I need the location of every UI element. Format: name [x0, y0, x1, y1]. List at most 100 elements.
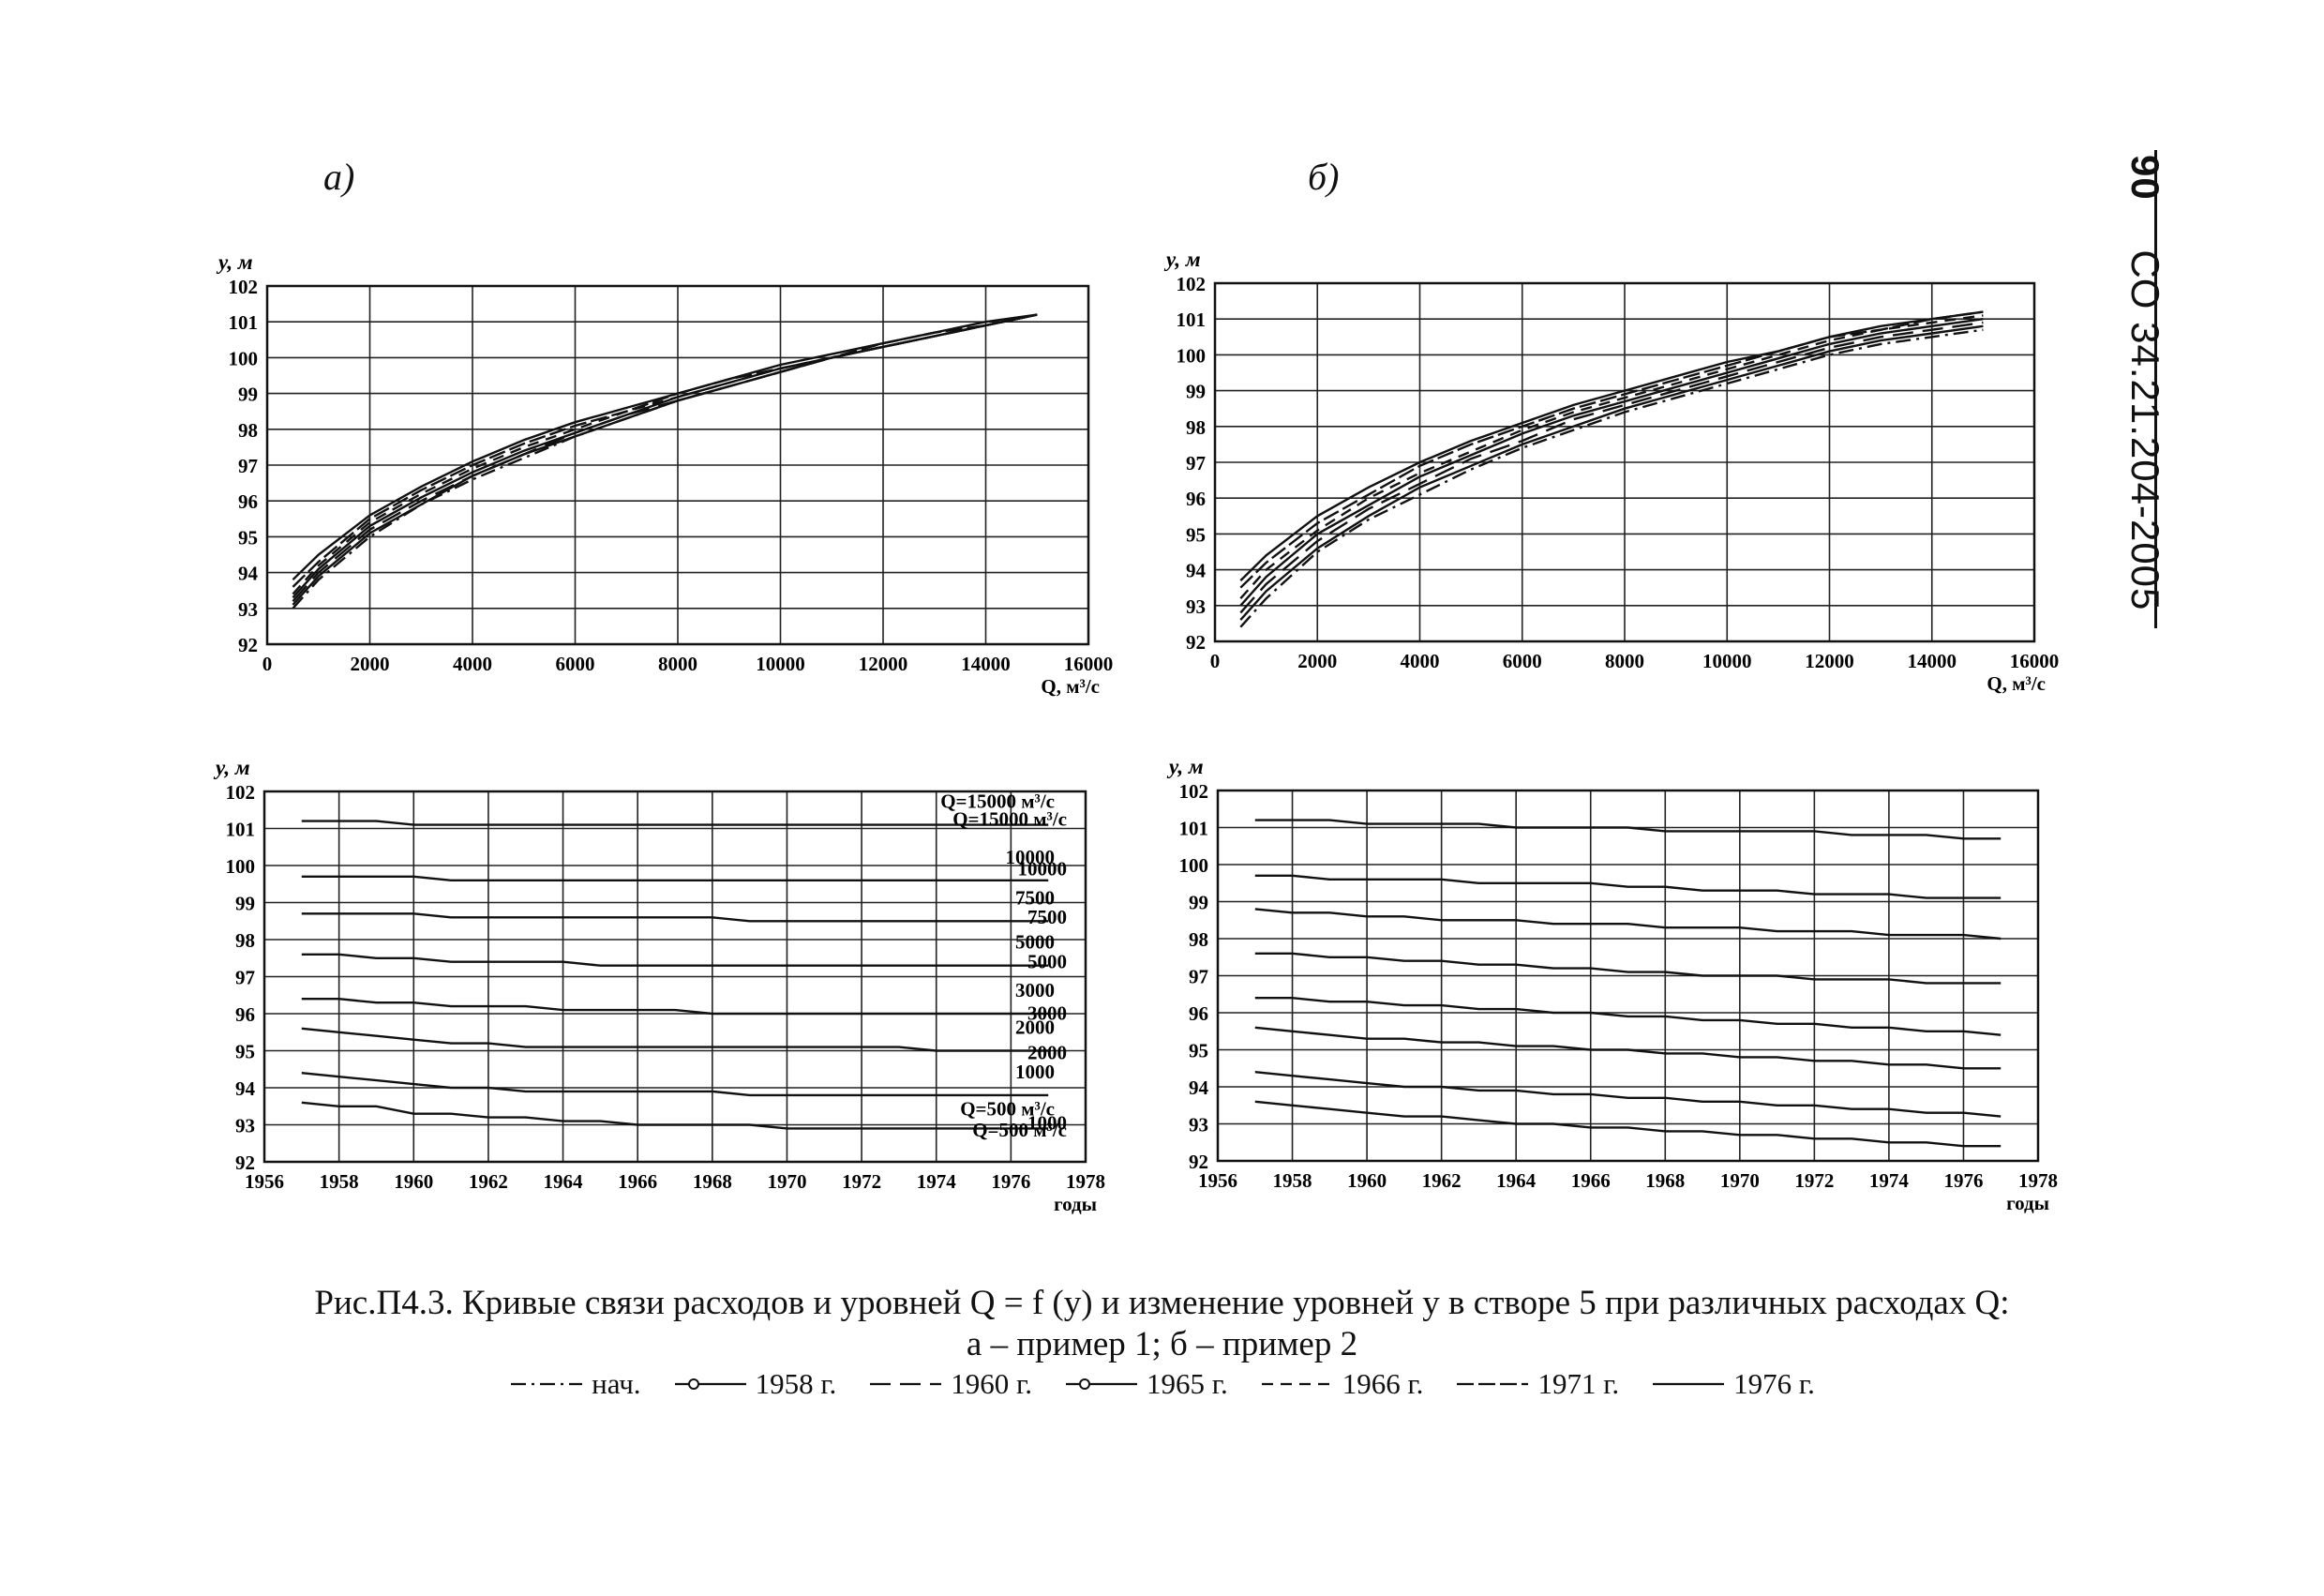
series-label: 2000 [1015, 1016, 1055, 1039]
panel-a-label: а) [323, 156, 355, 198]
series-line [301, 1027, 1049, 1052]
x-tick-label: 1970 [1720, 1169, 1760, 1192]
plot-frame [1213, 281, 2036, 643]
x-tick-label: 1964 [544, 1170, 584, 1193]
y-axis-label: y, м [216, 250, 253, 274]
series-label: Q=500 м³/с [972, 1119, 1067, 1141]
legend-label: 1958 г. [755, 1367, 837, 1400]
y-tick-label: 95 [238, 526, 258, 549]
x-tick-label: 1956 [1198, 1169, 1237, 1192]
y-tick-label: 96 [1189, 1002, 1208, 1025]
document-stamp [2089, 150, 2157, 628]
series-label: 1000 [1027, 1112, 1067, 1135]
series-label: 10000 [1018, 858, 1068, 881]
series-line [1239, 324, 1984, 621]
legend-swatch [1457, 1382, 1529, 1386]
y-axis-label: y, м [1163, 248, 1201, 271]
series-label: 5000 [1027, 950, 1067, 972]
series-line [1239, 318, 1984, 607]
legend-item: 1966 г. [1260, 1367, 1424, 1401]
legend-label: 1960 г. [951, 1367, 1032, 1400]
legend-label: 1971 г. [1537, 1367, 1620, 1400]
series-line [1254, 952, 2002, 985]
document-stamp-text: 90 СО 34.21.204-2005 [2111, 155, 2167, 610]
series-line [1239, 310, 1984, 581]
x-tick-label: 6000 [556, 653, 595, 675]
x-tick-label: 1962 [1422, 1169, 1462, 1192]
grid [1217, 790, 2039, 1162]
legend-label: 1976 г. [1733, 1367, 1815, 1400]
y-tick-label: 101 [1179, 818, 1209, 840]
y-tick-label: 96 [1186, 488, 1206, 510]
series-label: 1000 [1015, 1061, 1055, 1083]
panel-b-label: б) [1308, 156, 1340, 198]
figure-legend: нач. 1958 г. 1960 г. 1965 г. 1966 г. 1971 г. 1… [0, 1367, 2324, 1401]
series-line [1254, 1100, 2002, 1148]
y-tick-label: 102 [226, 781, 256, 804]
legend-swatch [511, 1382, 583, 1386]
x-tick-label: 10000 [1702, 650, 1752, 672]
y-tick-label: 96 [238, 490, 258, 513]
x-tick-label: 1960 [394, 1170, 433, 1193]
y-tick-label: 99 [238, 384, 258, 406]
y-tick-label: 93 [1189, 1114, 1208, 1137]
x-tick-label: 1958 [320, 1170, 359, 1193]
series-line [301, 820, 1049, 826]
y-tick-label: 102 [1179, 780, 1209, 803]
series-line [301, 1101, 1049, 1130]
x-tick-label: 4000 [1401, 650, 1440, 672]
x-tick-label: 1974 [1869, 1169, 1910, 1192]
y-tick-label: 93 [1186, 595, 1206, 618]
x-tick-label: 1968 [1645, 1169, 1685, 1192]
caption-line-1: Рис.П4.3. Кривые связи расходов и уровне… [314, 1284, 2010, 1322]
series-line [1254, 1071, 2002, 1118]
y-tick-label: 93 [235, 1115, 255, 1137]
y-tick-label: 102 [229, 276, 259, 298]
x-tick-label: 1956 [245, 1170, 284, 1193]
series-line [1254, 874, 2002, 899]
x-tick-label: 16000 [2010, 650, 2060, 672]
legend-swatch [1261, 1382, 1333, 1386]
y-tick-label: 92 [1186, 631, 1206, 654]
y-tick-label: 95 [235, 1041, 255, 1063]
x-axis-label: годы [2006, 1192, 2049, 1214]
series-line [301, 953, 1049, 967]
y-axis-label: y, м [1166, 755, 1204, 778]
x-tick-label: 1966 [1571, 1169, 1611, 1192]
legend-label: 1966 г. [1342, 1367, 1424, 1400]
x-axis-label: Q, м³/с [1041, 675, 1100, 698]
series-line [1254, 908, 2002, 941]
y-tick-label: 99 [1186, 381, 1206, 403]
x-tick-label: 10000 [756, 653, 805, 675]
plot-frame [262, 790, 1087, 1164]
x-tick-label: 8000 [1605, 650, 1644, 672]
x-axis-label: годы [1054, 1193, 1097, 1215]
x-tick-label: 4000 [453, 653, 492, 675]
x-tick-label: 1966 [618, 1170, 657, 1193]
y-tick-label: 94 [1186, 560, 1207, 582]
x-tick-label: 12000 [859, 653, 908, 675]
series-line [1254, 1026, 2002, 1070]
x-tick-label: 1964 [1496, 1169, 1537, 1192]
series-label: 7500 [1027, 906, 1067, 928]
y-tick-label: 101 [226, 819, 256, 841]
series-line [1239, 328, 1984, 628]
series-label: 7500 [1015, 886, 1055, 909]
y-tick-label: 99 [1189, 892, 1208, 914]
series-line [292, 313, 1038, 581]
series-label: Q=500 м³/с [960, 1097, 1055, 1120]
series-line [1254, 819, 2002, 840]
legend-item: 1971 г. [1455, 1367, 1619, 1401]
legend-swatch [870, 1382, 942, 1386]
series-line [301, 997, 1049, 1016]
x-tick-label: 1976 [1943, 1169, 1983, 1192]
series-label: 5000 [1015, 931, 1055, 954]
y-tick-label: 96 [235, 1003, 255, 1026]
y-tick-label: 97 [238, 455, 258, 477]
y-tick-label: 97 [235, 967, 255, 989]
y-tick-label: 93 [238, 598, 258, 621]
y-tick-label: 92 [1189, 1151, 1208, 1173]
legend-item: 1965 г. [1064, 1367, 1228, 1401]
y-tick-label: 100 [1179, 854, 1209, 877]
